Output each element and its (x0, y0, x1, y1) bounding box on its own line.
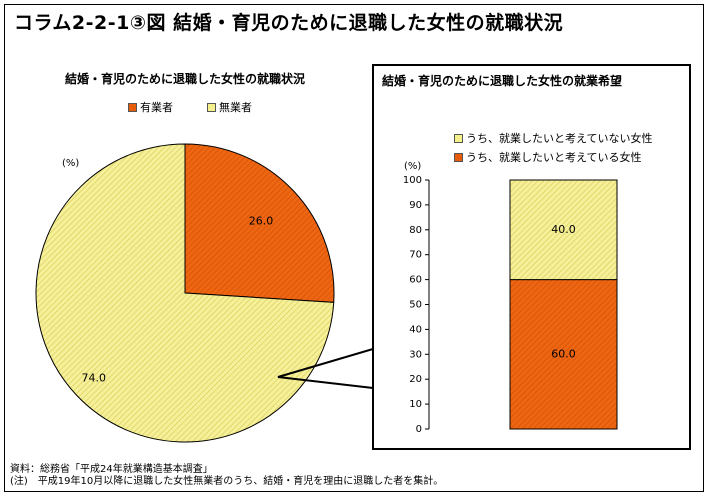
y-tick-label: 70 (409, 250, 422, 261)
legend-label-not-want: うち、就業したいと考えていない女性 (466, 132, 653, 145)
legend-label-unemployed: 無業者 (219, 101, 252, 114)
legend-label-employed: 有業者 (140, 101, 173, 114)
callout-box (277, 64, 691, 450)
bar-label-want: 60.0 (551, 347, 576, 360)
pie-label-unemployed: 74.0 (82, 372, 107, 385)
pie-legend-employed: 有業者 (128, 99, 173, 115)
bar-unit-label: (%) (404, 161, 422, 172)
bar-label-not-want: 40.0 (551, 223, 576, 236)
legend-swatch-unemployed (207, 102, 216, 112)
y-tick-label: 40 (409, 324, 422, 335)
pie-slice-employed (184, 143, 335, 303)
pie-chart: 26.0 74.0 (35, 143, 335, 443)
pie-chart-title: 結婚・育児のために退職した女性の就職状況 (64, 72, 305, 86)
pie-legend-unemployed: 無業者 (207, 99, 252, 115)
y-tick-label: 20 (409, 374, 422, 385)
source-note: 資料：総務省「平成24年就業構造基本調査」 (10, 464, 213, 475)
y-tick-label: 10 (409, 399, 422, 410)
y-tick-label: 80 (409, 225, 422, 236)
y-tick-label: 30 (409, 349, 422, 360)
legend-swatch-employed (128, 102, 137, 112)
legend-swatch-not-want (454, 133, 463, 143)
pie-slice-unemployed (35, 143, 335, 443)
legend-label-want: うち、就業したいと考えている女性 (466, 151, 642, 164)
y-tick-label: 50 (409, 300, 422, 311)
bar-legend-not-want: うち、就業したいと考えていない女性 (454, 130, 652, 146)
pie-unit-label: (%) (62, 158, 80, 169)
y-tick-label: 0 (416, 424, 422, 435)
bar-segment-not-want (509, 179, 618, 281)
stacked-bar-chart: 0 10 20 30 40 50 60 70 80 90 100 60.0 40.0 (403, 175, 618, 435)
y-tick-label: 60 (409, 275, 422, 286)
page-title: コラム2-2-1③図 結婚・育児のために退職した女性の就職状況 (14, 12, 564, 34)
bar-chart-title: 結婚・育児のために退職した女性の就業希望 (382, 74, 623, 88)
y-tick-label: 100 (403, 175, 422, 186)
figure-frame (4, 4, 704, 492)
bar-legend-want: うち、就業したいと考えている女性 (454, 149, 641, 165)
footnote: (注) 平成19年10月以降に退職した女性無業者のうち、結婚・育児を理由に退職し… (10, 476, 444, 487)
pie-label-employed: 26.0 (249, 215, 274, 228)
y-tick-label: 90 (409, 200, 422, 211)
legend-swatch-want (454, 152, 463, 162)
bar-segment-want (509, 279, 618, 430)
